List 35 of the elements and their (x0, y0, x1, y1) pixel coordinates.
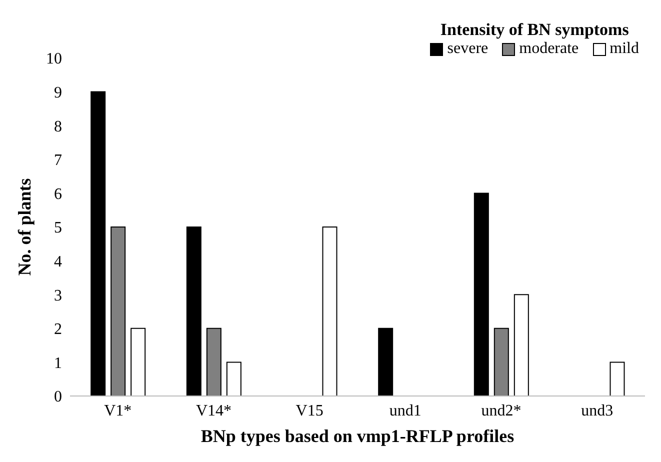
x-tick-label: und1 (389, 402, 422, 420)
x-tick-label: V15 (296, 402, 324, 420)
legend-label: severe (446, 40, 488, 58)
y-tick-label: 4 (54, 253, 62, 270)
y-tick-label: 0 (54, 388, 62, 406)
x-tick-label: V14* (196, 402, 232, 420)
bar (110, 226, 126, 396)
bar (186, 226, 202, 396)
y-tick-label: 6 (54, 186, 62, 203)
y-tick-label: 9 (54, 84, 62, 102)
bar (226, 362, 242, 396)
y-tick-label: 7 (54, 152, 62, 170)
bar (322, 226, 338, 396)
legend-label: mild (608, 40, 639, 58)
y-tick-label: 3 (54, 287, 62, 304)
x-axis-title: BNp types based on vmp1-RFLP profiles (200, 426, 514, 446)
bar (474, 192, 489, 396)
x-tick-label: und2* (481, 402, 522, 420)
legend-label: moderate (518, 40, 579, 58)
x-tick-label: und3 (581, 402, 614, 420)
bar (130, 328, 146, 396)
y-tick-label: 8 (54, 118, 62, 136)
bar (610, 362, 625, 396)
bar (90, 91, 106, 396)
bar (206, 328, 222, 396)
y-tick-label: 5 (54, 220, 62, 237)
y-axis-title: No. of plants (14, 178, 34, 276)
y-tick-label: 1 (54, 354, 62, 372)
bar (514, 294, 529, 396)
y-tick-label: 10 (46, 50, 62, 68)
bar (494, 328, 509, 396)
y-tick-label: 2 (54, 321, 62, 338)
legend-title: Intensity of BN symptoms (439, 20, 630, 40)
x-tick-label: V1* (104, 402, 132, 420)
bar (378, 328, 394, 396)
